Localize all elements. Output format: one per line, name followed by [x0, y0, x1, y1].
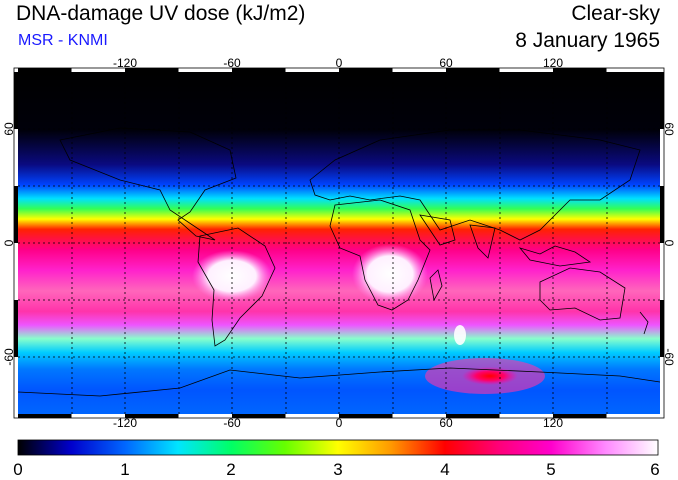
lon-tick-label: 0: [336, 56, 343, 70]
colorbar-tick-label: 5: [546, 460, 555, 479]
colorbar-tick-label: 0: [13, 460, 22, 479]
lat-tick-label: 60: [662, 122, 676, 136]
colorbar-tick-label: 2: [226, 460, 235, 479]
graticule: [18, 72, 660, 414]
lat-tick-label: -60: [662, 348, 676, 366]
lat-tick-label: 0: [662, 240, 676, 247]
colorbar-tick-label: 4: [440, 460, 449, 479]
lon-tick-label: -60: [223, 416, 241, 430]
lon-tick-label: 0: [336, 416, 343, 430]
lon-tick-label: -120: [113, 416, 137, 430]
bottom-lon-labels: -120 -60 0 60 120: [113, 416, 563, 430]
top-lon-labels: -120 -60 0 60 120: [113, 56, 563, 70]
left-lat-labels: 60 0 -60: [2, 122, 16, 366]
lon-tick-label: 60: [439, 56, 453, 70]
coastlines: [18, 127, 660, 397]
lat-tick-label: -60: [2, 348, 16, 366]
lon-tick-label: 60: [439, 416, 453, 430]
lat-tick-label: 60: [2, 122, 16, 136]
source-label: MSR - KNMI: [18, 32, 108, 49]
colorbar-tick-label: 3: [333, 460, 342, 479]
sky-condition-label: Clear-sky: [571, 2, 660, 25]
colorbar-tick-label: 6: [650, 460, 659, 479]
colorbar-labels: 0 1 2 3 4 5 6: [13, 460, 659, 479]
date-label: 8 January 1965: [515, 29, 660, 52]
lon-tick-label: -120: [113, 56, 137, 70]
colorbar-tick-label: 1: [120, 460, 129, 479]
lat-tick-label: 0: [2, 239, 16, 246]
lon-tick-label: 120: [543, 56, 563, 70]
map-title: DNA-damage UV dose (kJ/m2): [16, 2, 306, 25]
lon-tick-label: 120: [543, 416, 563, 430]
lon-tick-label: -60: [223, 56, 241, 70]
right-lat-labels: 60 0 -60: [662, 122, 676, 366]
map-frame: [13, 67, 665, 419]
colorbar: [17, 439, 659, 456]
